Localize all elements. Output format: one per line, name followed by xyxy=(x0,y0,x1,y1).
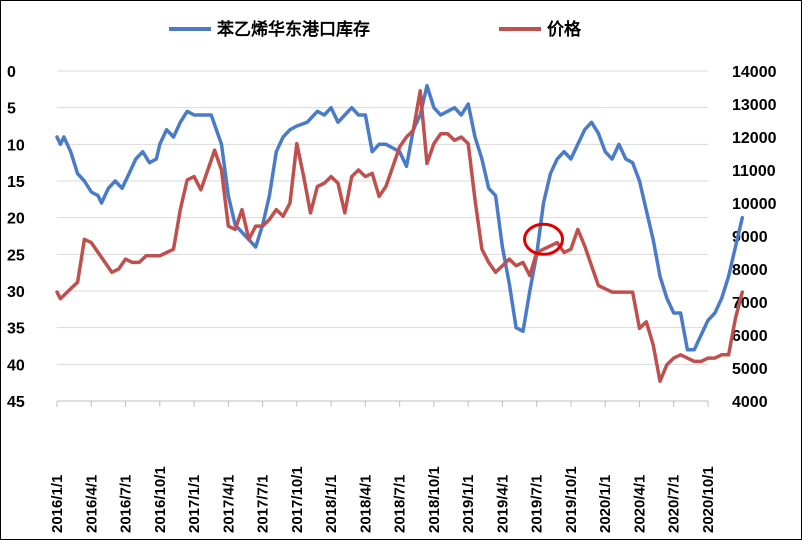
legend: 苯乙烯华东港口库存 价格 xyxy=(169,19,582,40)
gridlines xyxy=(57,70,708,402)
x-axis-tick-label: 2019/10/1 xyxy=(563,466,580,533)
x-axis-tick-label: 2016/7/1 xyxy=(118,475,135,533)
right-axis-tick-label: 8000 xyxy=(732,262,768,279)
x-axis-tick-label: 2016/1/1 xyxy=(49,475,66,533)
left-axis-tick-label: 35 xyxy=(7,321,25,338)
legend-label: 苯乙烯华东港口库存 xyxy=(216,19,370,40)
left-axis-tick-label: 15 xyxy=(7,174,25,191)
right-axis-tick-label: 12000 xyxy=(732,130,777,147)
legend-label: 价格 xyxy=(547,19,582,40)
x-axis-tick-label: 2019/1/1 xyxy=(460,475,477,533)
left-axis-tick-label: 45 xyxy=(7,394,25,411)
x-axis-tick-label: 2018/1/1 xyxy=(323,475,340,533)
left-axis: 0 5 10 15 20 25 30 35 40 45 xyxy=(7,64,25,411)
x-axis-tick-label: 2018/4/1 xyxy=(357,475,374,533)
left-axis-tick-label: 10 xyxy=(7,137,25,154)
x-axis-tick-label: 2018/7/1 xyxy=(392,475,409,533)
left-axis-tick-label: 30 xyxy=(7,284,25,301)
price-series-line xyxy=(55,89,745,383)
x-axis-tick-label: 2019/7/1 xyxy=(529,475,546,533)
x-axis-tick-label: 2016/4/1 xyxy=(83,475,100,533)
right-axis-tick-label: 9000 xyxy=(732,229,768,246)
x-axis-tick-label: 2018/10/1 xyxy=(426,466,443,533)
right-axis-tick-label: 5000 xyxy=(732,361,768,378)
x-axis-tick-label: 2019/4/1 xyxy=(494,475,511,533)
x-axis-tick-label: 2016/10/1 xyxy=(152,466,169,533)
x-axis: 2016/1/1 2016/4/1 2016/7/1 2016/10/1 2017/1/… xyxy=(49,400,717,533)
x-axis-tick-label: 2020/10/1 xyxy=(700,466,717,533)
left-axis-tick-label: 25 xyxy=(7,247,25,264)
x-axis-tick-label: 2017/1/1 xyxy=(186,475,203,533)
left-axis-tick-label: 40 xyxy=(7,357,25,374)
x-axis-tick-label: 2017/4/1 xyxy=(220,475,237,533)
right-axis-tick-label: 6000 xyxy=(732,328,768,345)
right-axis-tick-label: 4000 xyxy=(732,394,768,411)
right-axis-tick-label: 13000 xyxy=(732,97,777,114)
right-axis: 1400013000120001100010000900080007000600… xyxy=(732,64,777,411)
left-axis-tick-label: 0 xyxy=(7,64,16,81)
x-axis-tick-label: 2017/7/1 xyxy=(255,475,272,533)
highlight-circle xyxy=(523,222,565,256)
right-axis-tick-label: 14000 xyxy=(732,64,777,81)
x-axis-tick-label: 2017/10/1 xyxy=(289,466,306,533)
left-axis-tick-label: 20 xyxy=(7,211,25,228)
x-axis-tick-label: 2020/4/1 xyxy=(631,475,648,533)
right-axis-tick-label: 11000 xyxy=(732,163,776,180)
left-axis-tick-label: 5 xyxy=(7,101,16,118)
x-axis-tick-label: 2020/7/1 xyxy=(666,475,683,533)
x-axis-tick-label: 2020/1/1 xyxy=(597,475,614,533)
right-axis-tick-label: 10000 xyxy=(732,196,777,213)
